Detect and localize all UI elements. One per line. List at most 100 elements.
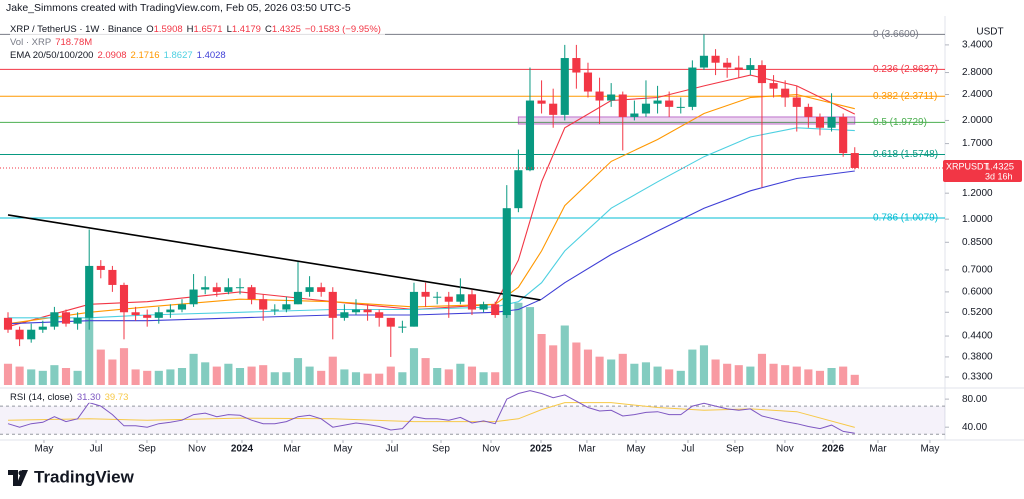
candle-body — [781, 88, 790, 98]
x-tick-label: Mar — [869, 444, 887, 455]
volume-bar — [688, 349, 697, 385]
candle-body — [189, 289, 198, 305]
volume-bar — [270, 372, 279, 385]
volume-bar — [61, 368, 71, 385]
fib-label: 0 (3.6600) — [873, 29, 919, 40]
volume-bar — [560, 325, 569, 385]
y-tick-label: 1.0000 — [962, 214, 993, 225]
candle-body — [641, 103, 651, 114]
volume-bar — [618, 353, 627, 385]
candle-body — [549, 103, 558, 115]
candle-body — [247, 287, 256, 300]
legend-volume: Vol · XRP 718.78M — [10, 37, 97, 48]
legend-main: XRP / TetherUS · 1W · Binance O1.5908 H1.6… — [10, 24, 385, 35]
candle-body — [723, 62, 732, 68]
volume-bar — [363, 373, 372, 385]
candle-body — [96, 265, 105, 270]
candle-body — [572, 58, 581, 73]
x-tick-label: Jul — [386, 444, 399, 455]
ohlc-value: 1.6571 — [193, 24, 223, 35]
volume-bar — [119, 348, 129, 385]
candle-body — [212, 287, 221, 292]
volume-bar — [328, 356, 337, 385]
x-tick-label: Mar — [578, 444, 596, 455]
zone — [517, 116, 856, 125]
x-tick-label: Sep — [138, 444, 156, 455]
candle-body — [351, 309, 361, 313]
volume-bar — [595, 356, 604, 385]
volume-bar — [653, 366, 662, 385]
candle-body — [317, 287, 326, 292]
candle-body — [259, 299, 268, 310]
volume-bar — [665, 369, 674, 385]
volume-bar — [340, 369, 349, 385]
candle-body — [665, 100, 674, 107]
ohlc-key: H — [186, 24, 194, 35]
candle-body — [491, 304, 500, 316]
rsi-value: 31.30 — [76, 392, 101, 403]
candle-body — [3, 317, 13, 330]
volume-bar — [201, 362, 210, 385]
rsi-label: RSI (14, close) — [10, 392, 73, 403]
x-tick-label: 2024 — [231, 444, 254, 455]
x-tick-label: Nov — [188, 444, 206, 455]
candle-body — [363, 309, 372, 313]
candle-body — [38, 326, 47, 330]
price-tag-box — [943, 159, 1022, 182]
volume-label: Vol · XRP — [10, 37, 52, 48]
rsi-line — [7, 390, 855, 434]
candle-body — [757, 65, 767, 84]
fib-label: 0.786 (1.0079) — [873, 213, 938, 224]
candle-body — [839, 116, 848, 154]
ema-label: EMA 20/50/100/200 — [10, 50, 94, 61]
y-tick-label: 3.4000 — [962, 40, 993, 51]
fib-label: 0.618 (1.5748) — [873, 149, 938, 160]
change: −0.1583 (−9.95%) — [304, 24, 381, 35]
volume-bar — [746, 366, 755, 385]
candle-body — [502, 208, 511, 316]
rsi-ma-line — [7, 402, 855, 428]
candle-body — [850, 153, 859, 168]
ema-value: 1.4028 — [196, 50, 226, 61]
volume-bar — [815, 370, 825, 385]
y-tick-label: 0.6000 — [962, 287, 993, 298]
volume-bar — [235, 368, 245, 385]
volume-bar — [537, 334, 546, 385]
price-tag-symbol: XRPUSDT — [946, 161, 990, 171]
candle-body — [375, 312, 384, 318]
y-tick-label: 0.5200 — [962, 307, 993, 318]
ema-line — [7, 170, 855, 325]
y-tick-label: 0.4400 — [962, 331, 993, 342]
volume-bar — [804, 369, 813, 385]
volume-bar — [386, 366, 395, 385]
candle-body — [827, 116, 836, 128]
x-tick-label: Mar — [283, 444, 301, 455]
price-tag-value: 1.4325 — [985, 161, 1014, 172]
x-tick-label: Sep — [432, 444, 450, 455]
ohlc-value: 1.4325 — [271, 24, 301, 35]
ema-value: 2.0908 — [97, 50, 127, 61]
volume-bar — [293, 358, 303, 385]
x-tick-label: Sep — [726, 444, 744, 455]
volume-bar — [723, 363, 732, 385]
candle-body — [154, 312, 163, 318]
candle-body — [409, 291, 419, 327]
volume-bar — [143, 370, 152, 385]
volume-bar — [96, 349, 105, 385]
logo-dot — [18, 470, 24, 476]
author: Jake_Simmons created with TradingView.co… — [6, 2, 351, 14]
candle-body — [433, 296, 442, 298]
volume-bar — [154, 370, 163, 385]
rsi-ma-value: 39.73 — [104, 392, 129, 403]
y-tick-label: 2.4000 — [962, 89, 993, 100]
volume-bar — [259, 365, 268, 385]
volume-bar — [781, 365, 790, 385]
candle-body — [235, 287, 245, 289]
brand: TradingView — [34, 467, 135, 486]
y-tick-label: 0.3300 — [962, 372, 993, 383]
candle-body — [537, 100, 546, 104]
y-tick-label: 1.7000 — [962, 138, 993, 149]
candle-body — [293, 291, 303, 305]
candle-body — [143, 315, 152, 318]
